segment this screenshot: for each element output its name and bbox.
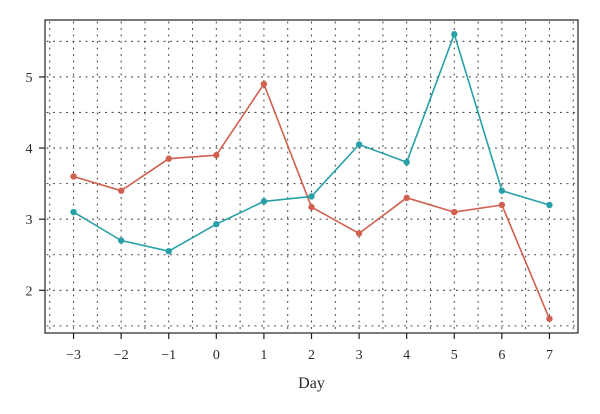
data-point bbox=[165, 155, 172, 162]
y-tick-label: 4 bbox=[26, 142, 33, 157]
x-tick-label: −2 bbox=[114, 348, 129, 363]
data-point bbox=[70, 208, 77, 216]
data-point bbox=[355, 230, 363, 237]
data-point bbox=[546, 201, 553, 209]
x-tick-label: 3 bbox=[356, 348, 363, 363]
data-point bbox=[308, 193, 315, 200]
x-axis: −3 −2 −1 0 1 2 3 4 5 6 7 bbox=[66, 333, 553, 363]
data-point bbox=[213, 151, 220, 159]
x-tick-label: 1 bbox=[260, 348, 267, 363]
series-layer bbox=[70, 31, 553, 322]
y-axis: 2 3 4 5 bbox=[26, 71, 45, 299]
data-point bbox=[117, 237, 125, 244]
x-tick-label: −3 bbox=[66, 348, 81, 363]
data-point bbox=[498, 187, 506, 194]
x-tick-label: 0 bbox=[213, 348, 220, 363]
x-tick-label: 2 bbox=[308, 348, 315, 363]
data-point bbox=[213, 220, 220, 228]
y-tick-label: 2 bbox=[26, 284, 33, 299]
series-2 bbox=[70, 31, 553, 255]
x-axis-title: Day bbox=[298, 375, 325, 392]
x-tick-label: 5 bbox=[451, 348, 458, 363]
x-tick-label: 7 bbox=[546, 348, 553, 363]
series-1 bbox=[70, 80, 553, 322]
y-tick-label: 3 bbox=[26, 213, 33, 228]
data-point bbox=[498, 201, 506, 209]
x-tick-label: −1 bbox=[161, 348, 176, 363]
grid bbox=[46, 21, 577, 332]
data-point bbox=[117, 187, 125, 194]
data-point bbox=[451, 31, 458, 38]
x-tick-label: 6 bbox=[498, 348, 505, 363]
data-point bbox=[260, 80, 268, 88]
data-point bbox=[451, 208, 458, 216]
data-point bbox=[546, 315, 553, 322]
x-tick-label: 4 bbox=[403, 348, 410, 363]
y-tick-label: 5 bbox=[26, 71, 33, 86]
data-point bbox=[403, 194, 410, 202]
data-point bbox=[403, 159, 410, 166]
data-point bbox=[70, 173, 77, 180]
data-point bbox=[260, 198, 268, 205]
data-point bbox=[308, 203, 315, 211]
data-point bbox=[165, 247, 172, 255]
data-point bbox=[355, 141, 363, 148]
